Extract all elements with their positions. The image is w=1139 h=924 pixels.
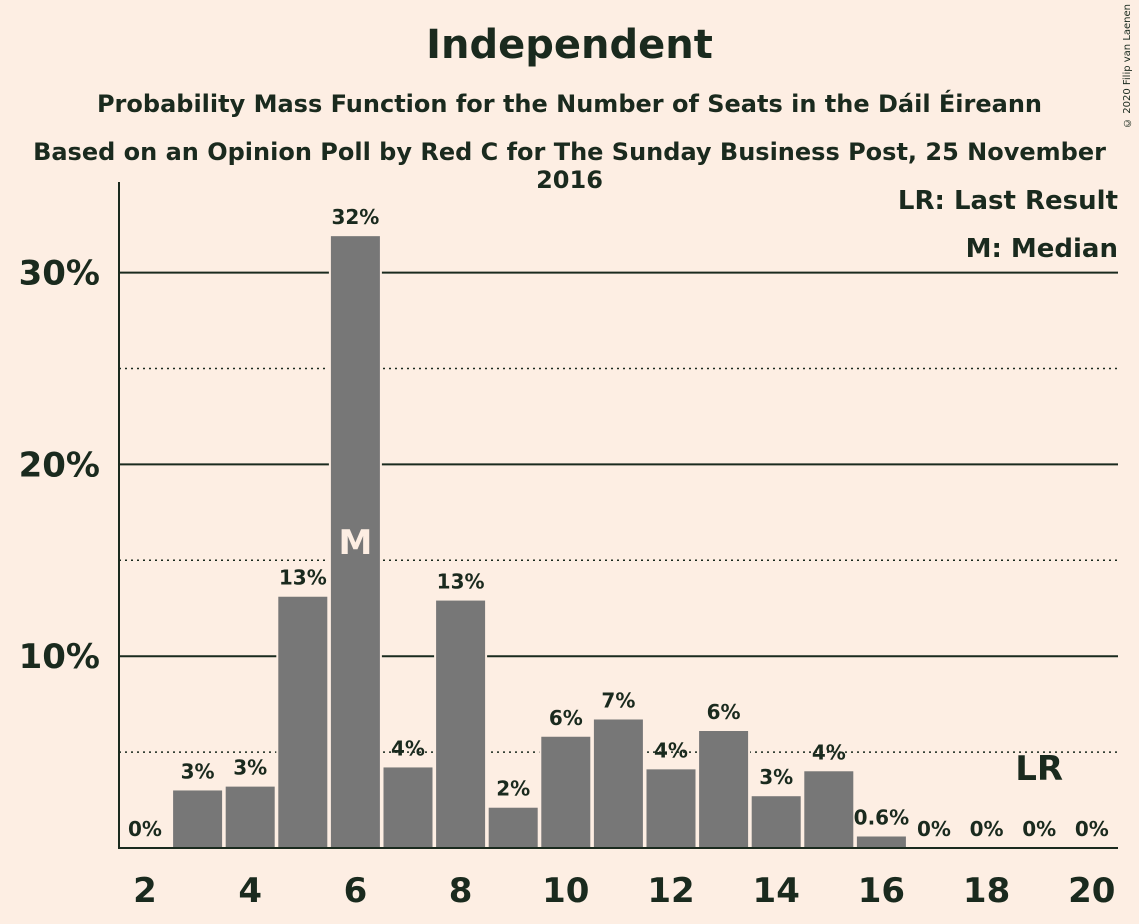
bar-label-11: 7% (601, 688, 635, 712)
bar-11 (593, 719, 643, 848)
x-tick-label-14: 14 (753, 871, 800, 911)
bar-label-5: 13% (279, 566, 327, 590)
bar-label-6: 32% (331, 205, 379, 229)
bar-16 (856, 836, 906, 848)
bar-6 (330, 236, 380, 848)
bar-label-4: 3% (233, 756, 267, 780)
bar-label-7: 4% (391, 736, 425, 760)
bar-5 (278, 596, 328, 848)
x-tick-label-10: 10 (542, 871, 589, 911)
bar-14 (751, 796, 801, 848)
bar-15 (804, 771, 854, 848)
x-tick-label-12: 12 (647, 871, 694, 911)
bar-8 (436, 600, 486, 848)
bar-4 (225, 786, 275, 848)
chart-title: Independent (426, 22, 713, 68)
bar-label-14: 3% (759, 765, 793, 789)
x-tick-label-16: 16 (858, 871, 905, 911)
bar-13 (699, 731, 749, 848)
chart-subtitle-source: Based on an Opinion Poll by Red C for Th… (33, 138, 1106, 194)
bar-label-8: 13% (437, 570, 485, 594)
bar-label-10: 6% (549, 706, 583, 730)
bar-label-18: 0% (970, 817, 1004, 841)
bar-label-19: 0% (1022, 817, 1056, 841)
bar-7 (383, 767, 433, 848)
x-tick-label-6: 6 (344, 871, 368, 911)
bar-label-17: 0% (917, 817, 951, 841)
bar-label-9: 2% (496, 777, 530, 801)
x-tick-label-20: 20 (1068, 871, 1115, 911)
last-result-marker: LR (1015, 749, 1063, 789)
y-tick-label-20: 20% (19, 445, 100, 485)
bar-label-16: 0.6% (854, 805, 909, 829)
legend-entry-1: M: Median (966, 234, 1118, 264)
bar-label-3: 3% (181, 759, 215, 783)
x-tick-label-18: 18 (963, 871, 1010, 911)
bar-label-13: 6% (707, 700, 741, 724)
bar-label-2: 0% (128, 817, 162, 841)
median-marker: M (338, 523, 372, 563)
y-tick-label-30: 30% (19, 254, 100, 294)
x-tick-label-2: 2 (133, 871, 157, 911)
x-tick-label-8: 8 (449, 871, 473, 911)
bar-label-20: 0% (1075, 817, 1109, 841)
bar-10 (541, 736, 591, 848)
bar-3 (173, 790, 223, 848)
y-tick-label-10: 10% (19, 637, 100, 677)
bar-9 (488, 807, 538, 848)
chart-subtitle: Probability Mass Function for the Number… (96, 90, 1043, 118)
bar-label-12: 4% (654, 738, 688, 762)
x-tick-label-4: 4 (238, 871, 262, 911)
bar-12 (646, 769, 696, 848)
legend-entry-0: LR: Last Result (898, 186, 1118, 216)
bar-label-15: 4% (812, 740, 846, 764)
